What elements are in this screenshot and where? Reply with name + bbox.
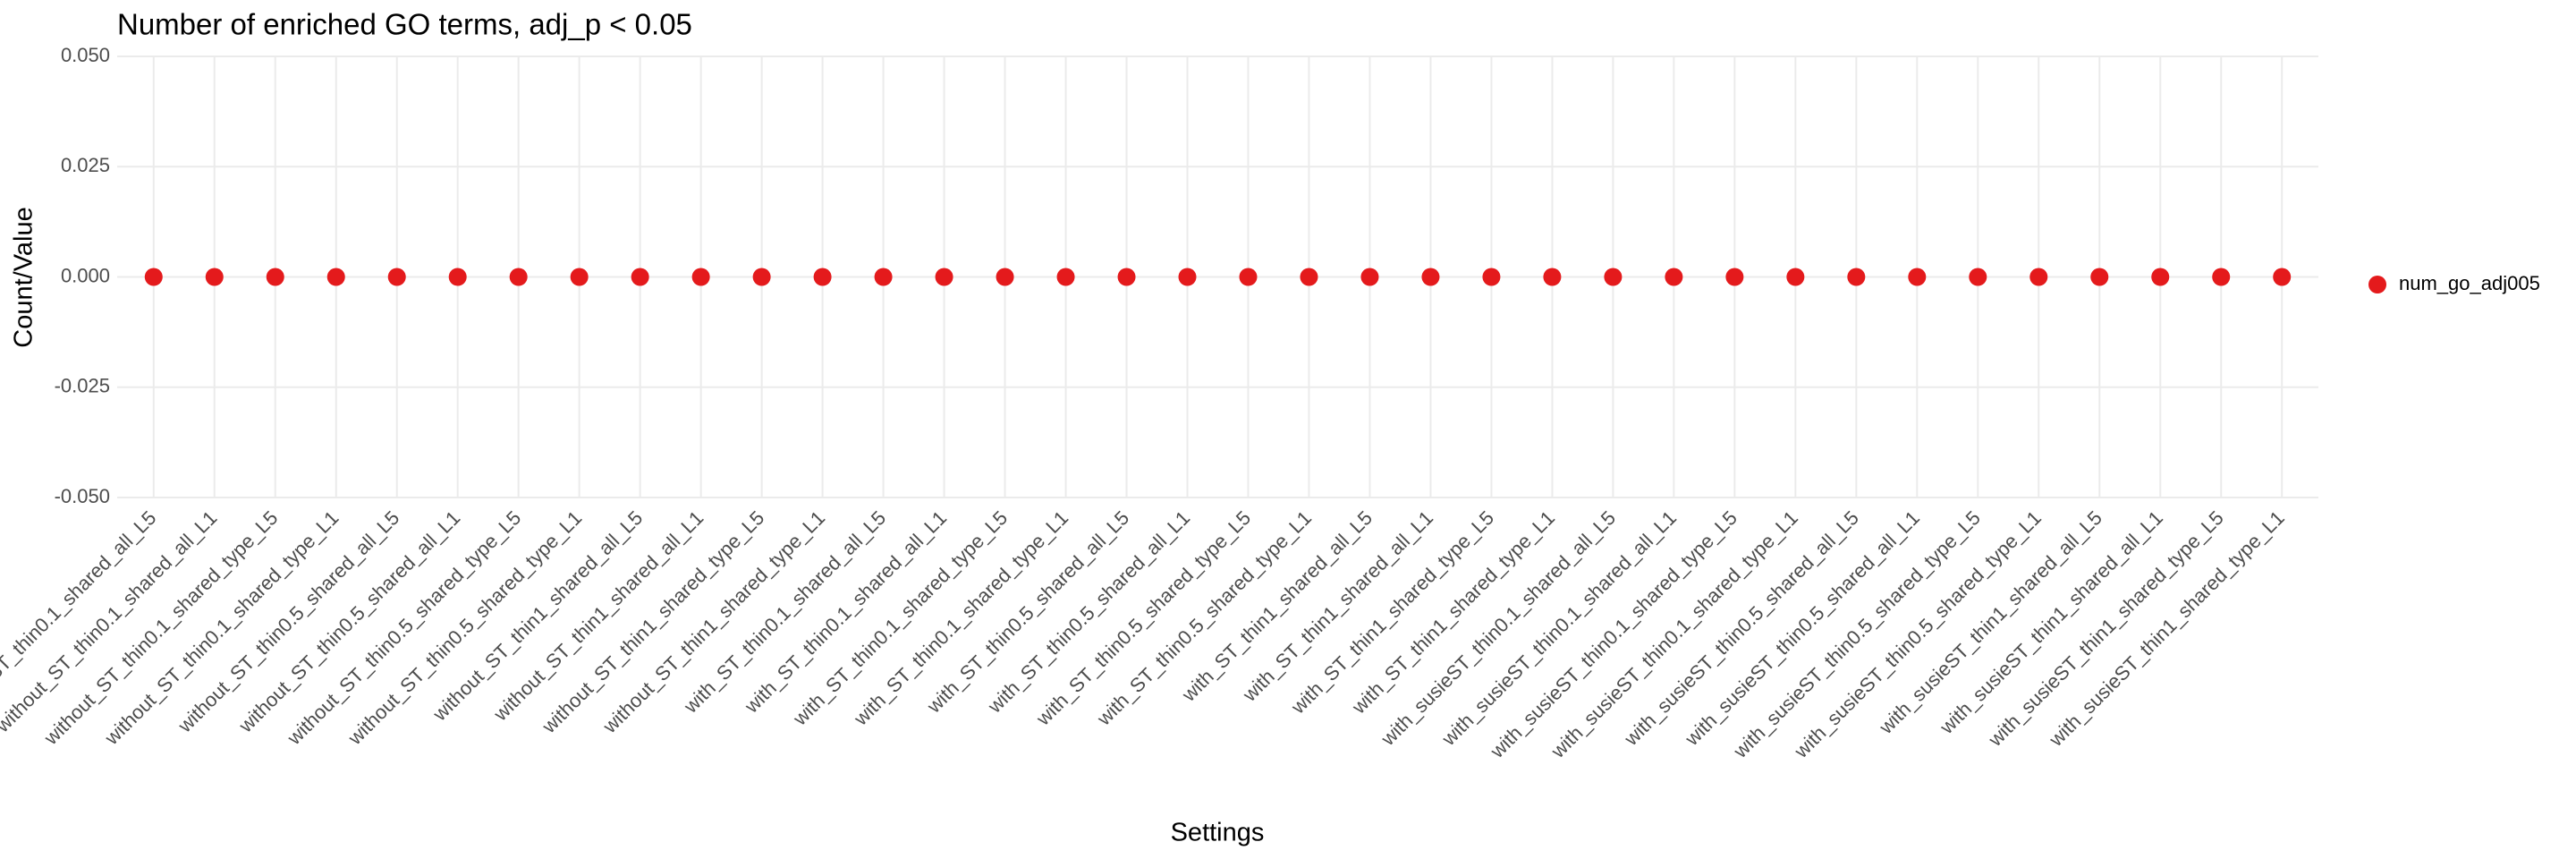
legend-label: num_go_adj005 [2399, 272, 2540, 294]
y-tick-label: 0.050 [61, 44, 110, 66]
point [1300, 268, 1318, 286]
point [1543, 268, 1562, 286]
y-axis-title: Count/Value [10, 207, 38, 347]
point [205, 268, 224, 286]
x-tick-label: without_ST_thin1_shared_type_L5 [537, 506, 768, 738]
y-tick-label: -0.025 [55, 375, 110, 397]
point [1360, 268, 1379, 286]
point [1056, 268, 1075, 286]
point [387, 268, 406, 286]
point [1847, 268, 1866, 286]
point [1178, 268, 1197, 286]
point [1908, 268, 1927, 286]
point [2273, 268, 2292, 286]
point [266, 268, 284, 286]
point [448, 268, 467, 286]
point [1725, 268, 1744, 286]
x-tick-label: without_ST_thin1_shared_type_L1 [597, 506, 829, 738]
x-tick-label: with_ST_thin0.5_shared_type_L1 [1092, 506, 1316, 730]
point [935, 268, 953, 286]
point [813, 268, 832, 286]
point [570, 268, 589, 286]
point [631, 268, 649, 286]
x-tick-label: with_susieST_thin1_shared_all_L1 [1935, 506, 2167, 739]
x-tick-label: with_susieST_thin1_shared_all_L5 [1874, 506, 2106, 739]
point [1604, 268, 1623, 286]
chart-title: Number of enriched GO terms, adj_p < 0.0… [117, 8, 692, 41]
point [1786, 268, 1805, 286]
x-tick-label: without_ST_thin0.5_shared_all_L5 [173, 506, 403, 737]
point [752, 268, 771, 286]
point [996, 268, 1014, 286]
x-axis-title: Settings [1171, 819, 1265, 847]
y-tick-label: 0.025 [61, 154, 110, 176]
x-tick-label: without_ST_thin0.5_shared_all_L1 [233, 506, 464, 737]
point [2090, 268, 2109, 286]
y-tick-label: 0.000 [61, 264, 110, 286]
point [1969, 268, 1987, 286]
point [326, 268, 345, 286]
point [1239, 268, 1258, 286]
point [144, 268, 163, 286]
y-tick-label: -0.050 [55, 485, 110, 507]
point [1421, 268, 1440, 286]
point [2151, 268, 2170, 286]
point [509, 268, 528, 286]
point [874, 268, 893, 286]
point [691, 268, 710, 286]
x-tick-label: with_ST_thin0.5_shared_type_L5 [1031, 506, 1255, 730]
x-tick-label: with_ST_thin0.1_shared_type_L5 [788, 506, 1012, 730]
point [2029, 268, 2048, 286]
legend-marker [2368, 276, 2386, 293]
point [1665, 268, 1683, 286]
x-tick-label: with_ST_thin0.1_shared_type_L1 [849, 506, 1072, 730]
point [2212, 268, 2231, 286]
point [1482, 268, 1501, 286]
point [1117, 268, 1136, 286]
